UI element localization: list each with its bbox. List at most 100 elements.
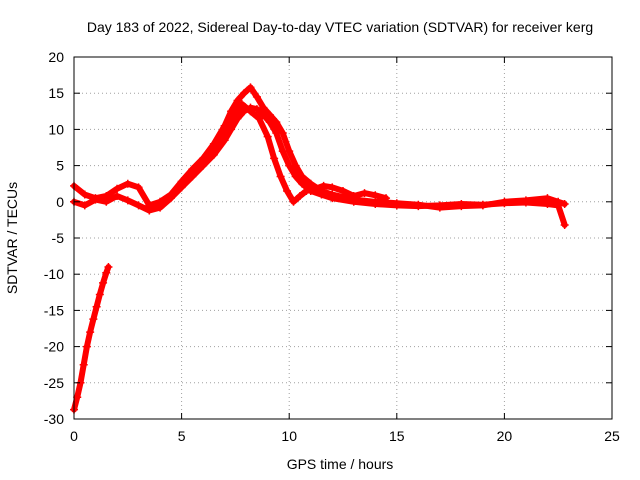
x-axis-label: GPS time / hours: [287, 456, 394, 472]
data-point: [414, 200, 423, 209]
data-point: [123, 196, 132, 205]
x-tick-label: 10: [281, 428, 297, 444]
data-point: [328, 190, 337, 199]
data-point: [73, 393, 82, 402]
x-tick-label: 5: [178, 428, 186, 444]
data-point: [278, 129, 287, 138]
x-tick-label: 0: [70, 428, 78, 444]
y-tick-label: -15: [44, 302, 64, 318]
series-1: [70, 103, 569, 229]
data-point: [209, 143, 218, 152]
data-point: [104, 262, 113, 271]
data-point: [500, 197, 509, 206]
data-point: [259, 103, 268, 112]
data-point: [156, 197, 165, 206]
y-tick-label: 0: [56, 194, 64, 210]
y-tick-label: -20: [44, 339, 64, 355]
data-point: [349, 192, 358, 201]
data-point: [89, 315, 98, 324]
x-tick-label: 15: [389, 428, 405, 444]
series-2: [70, 83, 569, 212]
data-point: [237, 100, 246, 109]
data-point: [177, 177, 186, 186]
ticks: -30 -25 -20 -15 -10 -5 0 5 10 15 20 0 5 10 15 20 25: [44, 49, 620, 444]
data-point: [95, 290, 104, 299]
data-point: [339, 186, 347, 195]
data-point: [371, 191, 380, 200]
data-point: [263, 132, 272, 141]
data-point: [283, 186, 292, 195]
y-tick-label: -25: [44, 375, 64, 391]
data-point: [521, 196, 530, 205]
data-point: [113, 192, 122, 201]
data-point: [252, 92, 261, 101]
chart-title: Day 183 of 2022, Sidereal Day-to-day VTE…: [87, 19, 593, 35]
data-point: [199, 157, 208, 166]
data-point: [328, 183, 337, 192]
grid: [74, 57, 612, 419]
data-point: [123, 179, 132, 188]
y-axis-label: SDTVAR / TECUs: [4, 182, 20, 294]
data-point: [543, 194, 552, 203]
data-point: [265, 110, 274, 119]
data-point: [285, 147, 294, 156]
y-tick-label: 15: [48, 85, 64, 101]
data-point: [276, 172, 285, 181]
y-tick-label: -5: [52, 230, 65, 246]
data-point: [166, 190, 175, 199]
data-point: [255, 114, 264, 123]
data-point: [435, 203, 444, 212]
data-point: [298, 179, 307, 188]
data-point: [319, 181, 328, 190]
data-point: [246, 107, 255, 116]
data-point: [91, 194, 100, 203]
data-point: [392, 199, 401, 208]
data-point: [302, 186, 311, 195]
series-3: [188, 100, 391, 206]
data-point: [227, 107, 236, 116]
data-point: [554, 197, 563, 206]
data-point: [188, 168, 197, 177]
data-point: [134, 183, 143, 192]
data-point: [145, 201, 154, 210]
data-point: [229, 114, 238, 123]
data-point: [560, 220, 569, 229]
data-point: [92, 302, 101, 311]
data-point: [233, 96, 242, 105]
data-point: [291, 161, 300, 170]
data-point: [560, 199, 569, 208]
data-point: [457, 202, 466, 211]
data-point: [102, 268, 111, 277]
series-0: [70, 262, 113, 414]
y-tick-label: -30: [44, 411, 64, 427]
data-point: [295, 192, 304, 201]
y-tick-label: 20: [48, 49, 64, 65]
data-point: [478, 201, 487, 210]
data-point: [311, 184, 320, 193]
data-point: [289, 197, 298, 206]
data-point: [99, 278, 108, 287]
data-point: [82, 342, 91, 351]
data-point: [360, 189, 369, 198]
data-point: [113, 184, 122, 193]
data-point: [270, 154, 279, 163]
data-point: [382, 194, 391, 203]
y-tick-label: 5: [56, 158, 64, 174]
x-tick-label: 20: [497, 428, 513, 444]
series-layer: [70, 83, 569, 414]
data-point: [306, 179, 315, 188]
data-point: [220, 129, 229, 138]
x-tick-label: 25: [604, 428, 620, 444]
data-point: [79, 360, 88, 369]
y-tick-label: -10: [44, 266, 64, 282]
data-point: [102, 192, 111, 201]
data-point: [134, 201, 143, 210]
data-point: [80, 201, 89, 210]
data-point: [246, 83, 255, 92]
data-point: [240, 89, 249, 98]
series-line: [71, 264, 112, 413]
data-point: [252, 105, 261, 114]
data-point: [272, 118, 281, 127]
data-point: [298, 172, 307, 181]
